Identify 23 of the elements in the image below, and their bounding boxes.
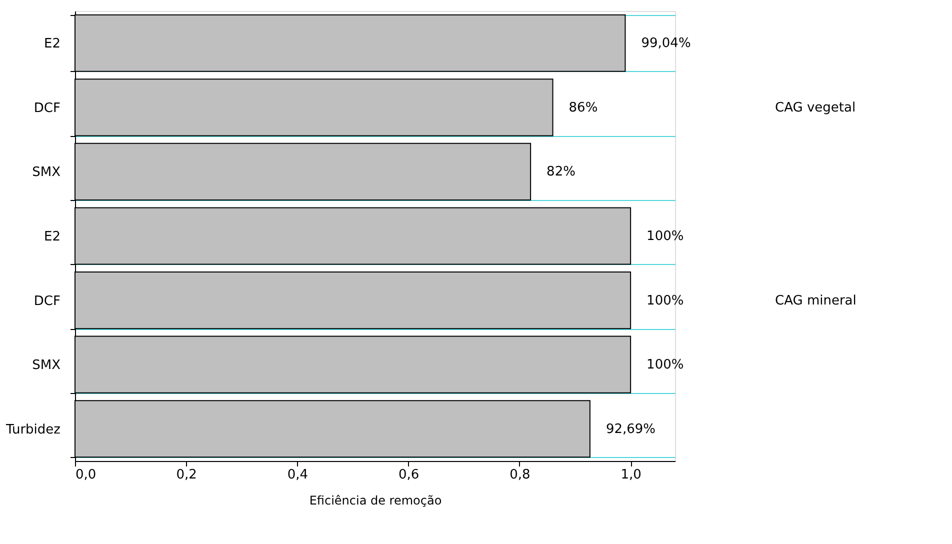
- text: CAG mineral: [775, 293, 856, 308]
- x-tick-label: 0,2: [176, 468, 197, 482]
- y-tick-label: E2: [44, 230, 60, 244]
- y-tick-label: DCF: [34, 294, 60, 309]
- data-label: 92,69%: [606, 422, 656, 437]
- x-axis-title: Eficiência de remoção: [309, 494, 442, 508]
- data-label: 99,04%: [641, 36, 691, 52]
- x-tick-label: 0,0: [76, 468, 96, 482]
- y-tick-label: DCF: [34, 100, 60, 116]
- text: CAG vegetal: [775, 100, 856, 116]
- data-label: 100%: [646, 358, 684, 373]
- x-tick-label: 0,8: [510, 468, 530, 482]
- x-tick-label: 0,4: [287, 468, 308, 482]
- x-tick-label: 1,0: [620, 468, 642, 482]
- data-label: 86%: [568, 100, 598, 116]
- data-label: 100%: [646, 293, 684, 308]
- y-tick-label: Turbidez: [5, 422, 61, 438]
- y-tick-label: SMX: [32, 358, 61, 374]
- data-label: 82%: [546, 164, 576, 180]
- y-tick-label: SMX: [32, 165, 61, 180]
- y-tick-label: E2: [44, 36, 60, 52]
- x-tick-label: 0,6: [398, 468, 420, 482]
- data-label: 100%: [646, 229, 684, 244]
